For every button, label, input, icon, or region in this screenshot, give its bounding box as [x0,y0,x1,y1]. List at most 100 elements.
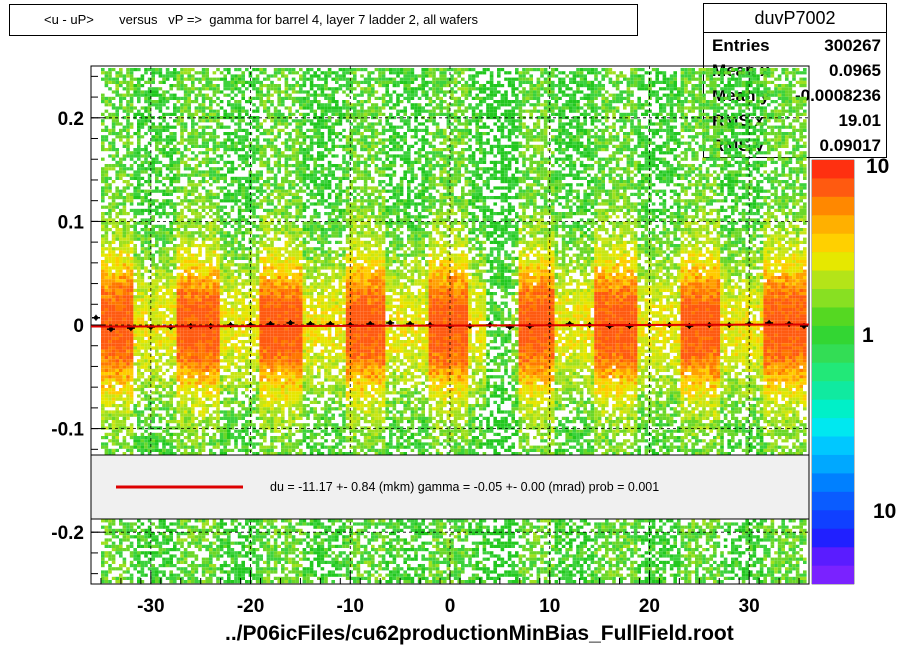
heatmap-cell [245,346,249,350]
heatmap-cell [216,381,220,385]
heatmap-cell [173,362,177,366]
heatmap-cell [209,84,213,88]
heatmap-cell [137,384,141,388]
heatmap-cell [209,397,213,401]
heatmap-cell [122,349,127,353]
heatmap-cell [198,541,202,545]
heatmap-cell [165,154,170,158]
heatmap-cell [122,384,127,388]
heatmap-cell [237,346,242,350]
heatmap-cell [183,416,188,420]
heatmap-cell [187,343,191,347]
heatmap-cell [245,154,249,158]
heatmap-cell [155,100,159,104]
heatmap-cell [245,135,249,139]
heatmap-cell [227,327,231,331]
heatmap-cell [176,538,181,542]
heatmap-cell [144,100,148,104]
heatmap-cell [111,125,116,129]
heatmap-cell [155,266,159,270]
heatmap-cell [162,404,166,408]
heatmap-cell [162,128,166,132]
heatmap-cell [165,384,170,388]
heatmap-cell [137,202,141,206]
heatmap-cell [180,567,184,571]
heatmap-cell [162,231,166,235]
heatmap-cell [173,256,177,260]
heatmap-cell [122,365,127,369]
heatmap-cell [234,400,238,404]
heatmap-cell [126,394,130,398]
heatmap-cell [183,164,188,168]
heatmap-cell [144,304,148,308]
heatmap-cell [111,205,116,209]
heatmap-cell [209,301,213,305]
heatmap-cell [165,266,170,270]
heatmap-cell [111,548,116,552]
heatmap-cell [198,320,202,324]
heatmap-cell [162,103,166,107]
heatmap-cell [111,528,116,532]
heatmap-cell [198,311,202,315]
heatmap-cell [227,368,231,372]
heatmap-cell [119,240,123,244]
heatmap-cell [104,525,109,529]
heatmap-cell [212,320,217,324]
heatmap-cell [248,314,253,318]
heatmap-cell [216,352,220,356]
heatmap-cell [111,416,116,420]
heatmap-cell [144,365,148,369]
heatmap-cell [216,548,220,552]
heatmap-cell [230,260,235,264]
heatmap-cell [216,535,220,539]
heatmap-cell [133,93,137,97]
heatmap-cell [158,295,163,299]
heatmap-cell [245,420,249,424]
heatmap-cell [119,272,123,276]
heatmap-cell [183,205,188,209]
heatmap-cell [104,282,109,286]
heatmap-cell [111,439,116,443]
heatmap-cell [183,442,188,446]
heatmap-cell [173,253,177,257]
heatmap-cell [137,279,141,283]
heatmap-cell [111,388,116,392]
heatmap-cell [180,71,184,75]
heatmap-cell [126,228,130,232]
heatmap-cell [212,359,217,363]
heatmap-cell [205,301,209,305]
heatmap-cell [104,272,109,276]
heatmap-cell [212,362,217,366]
heatmap-cell [140,285,145,289]
heatmap-cell [144,144,148,148]
heatmap-cell [129,234,134,238]
heatmap-cell [216,141,220,145]
heatmap-cell [144,528,148,532]
heatmap-cell [108,413,112,417]
heatmap-cell [205,394,209,398]
heatmap-cell [111,352,116,356]
heatmap-cell [140,112,145,116]
heatmap-cell [209,525,213,529]
heatmap-cell [115,228,119,232]
heatmap-cell [187,352,191,356]
heatmap-cell [169,71,173,75]
heatmap-cell [187,381,191,385]
heatmap-cell [147,394,152,398]
heatmap-cell [126,103,130,107]
heatmap-cell [187,365,191,369]
heatmap-cell [119,423,123,427]
heatmap-cell [144,429,148,433]
heatmap-cell [183,349,188,353]
heatmap-cell [119,368,123,372]
heatmap-cell [187,308,191,312]
heatmap-cell [187,221,191,225]
heatmap-cell [104,71,109,75]
heatmap-cell [104,445,109,449]
heatmap-cell [227,362,231,366]
heatmap-cell [201,445,206,449]
heatmap-cell [140,314,145,318]
heatmap-cell [137,423,141,427]
heatmap-cell [198,266,202,270]
heatmap-cell [180,432,184,436]
